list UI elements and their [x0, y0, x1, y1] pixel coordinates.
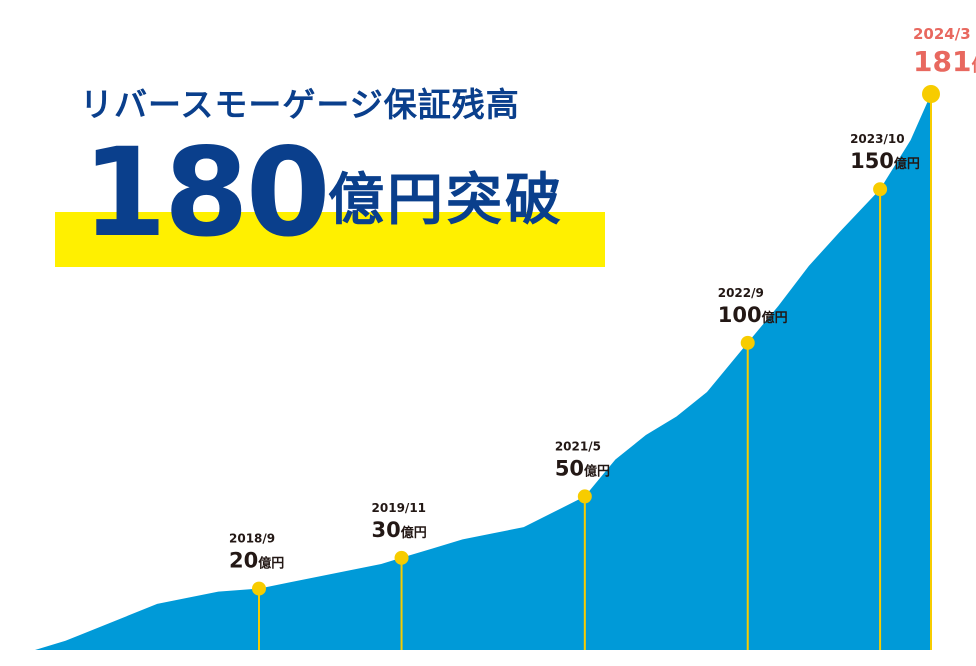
milestone-markers	[252, 85, 940, 596]
milestone-date-label: 2021/5	[555, 439, 601, 453]
milestone-value-label: 20億円	[229, 549, 284, 573]
milestone-marker	[922, 85, 940, 103]
milestone-date-label: 2018/9	[229, 532, 275, 546]
milestone-unit-label: 億円	[894, 156, 920, 172]
headline-big-number: 180	[82, 122, 331, 264]
milestone-value-label: 181億円	[913, 45, 976, 78]
milestone-marker	[577, 489, 592, 504]
milestone-labels: 2018/9 20億円 2019/11 30億円 2021/5 50億円 2022/9 100…	[229, 25, 976, 573]
milestone-value-label: 30億円	[372, 518, 427, 542]
milestone-value-label: 50億円	[555, 456, 610, 480]
milestone-date-label: 2019/11	[372, 501, 426, 515]
milestone-unit-label: 億円	[971, 55, 976, 76]
milestone-marker	[252, 581, 266, 596]
milestone-marker	[873, 182, 888, 197]
highlight-band	[55, 212, 605, 267]
milestone-unit-label: 億円	[258, 556, 284, 572]
area-series	[35, 94, 931, 650]
milestone-marker	[740, 335, 755, 350]
milestone-marker	[394, 550, 409, 565]
milestone-unit-label: 億円	[584, 463, 610, 479]
milestone-unit-label: 億円	[762, 310, 788, 326]
milestone-date-label: 2023/10	[850, 132, 904, 146]
milestone-date-label: 2022/9	[718, 286, 764, 300]
milestone-date-label: 2024/3	[913, 25, 971, 43]
headline-title: リバースモーゲージ保証残高	[80, 85, 520, 124]
milestone-lines	[258, 94, 932, 650]
headline-big-suffix: 億円突破	[328, 168, 564, 233]
milestone-value-label: 100億円	[718, 303, 788, 327]
milestone-unit-label: 億円	[401, 525, 427, 541]
area-layer	[35, 94, 931, 650]
